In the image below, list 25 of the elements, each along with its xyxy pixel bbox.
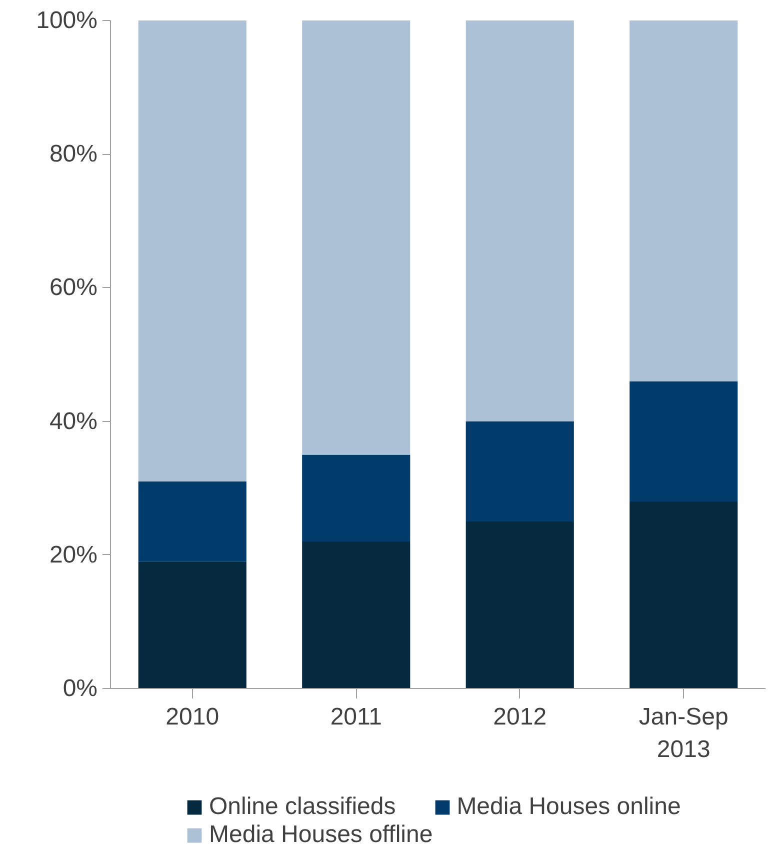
x-tick-label: 2011 (330, 704, 382, 730)
bar (138, 562, 246, 688)
y-tick-label: 0% (62, 675, 98, 702)
bar (466, 20, 574, 422)
legend-label: Media Houses online (456, 793, 681, 821)
y-tick-label: 100% (36, 7, 98, 34)
bar (302, 454, 410, 542)
bar (466, 421, 574, 522)
legend-label: Media Houses offline (209, 821, 433, 849)
bar (466, 522, 574, 688)
bar (302, 20, 410, 455)
y-tick-label: 40% (49, 408, 98, 435)
y-tick-label: 20% (49, 541, 98, 568)
bar (138, 20, 246, 482)
bar (138, 481, 246, 562)
x-tick-label: Jan-Sep 2013 (638, 704, 728, 763)
y-tick-label: 60% (49, 274, 98, 302)
bar (302, 542, 410, 688)
legend-label: Online classifieds (209, 793, 396, 821)
bar (630, 20, 738, 382)
y-tick-label: 80% (49, 140, 98, 168)
x-tick-label: 2012 (493, 704, 547, 730)
bar (630, 501, 738, 688)
x-tick-label: 2010 (166, 704, 220, 730)
bar (630, 381, 738, 502)
